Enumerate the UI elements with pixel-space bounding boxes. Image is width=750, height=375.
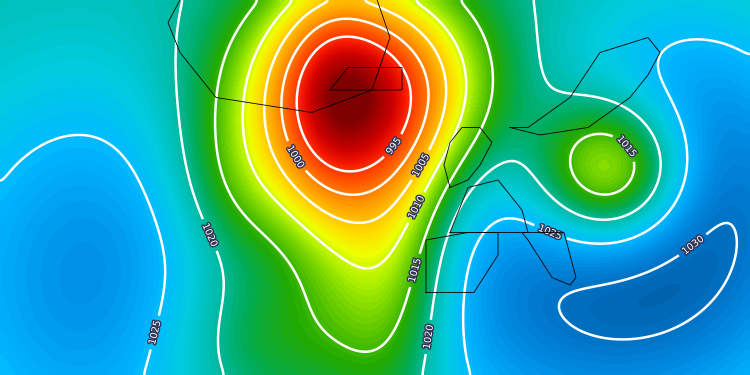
Text: 1020: 1020 [200, 222, 219, 248]
Text: 1015: 1015 [615, 134, 638, 159]
Text: 1020: 1020 [422, 324, 435, 350]
Text: 1025: 1025 [537, 223, 563, 242]
Text: 995: 995 [384, 136, 404, 156]
Text: 1030: 1030 [680, 234, 706, 256]
Text: 1005: 1005 [410, 152, 431, 178]
Text: 1000: 1000 [285, 144, 306, 170]
Text: 1015: 1015 [406, 257, 423, 284]
Text: 1010: 1010 [406, 194, 427, 220]
Text: 1025: 1025 [147, 320, 163, 346]
